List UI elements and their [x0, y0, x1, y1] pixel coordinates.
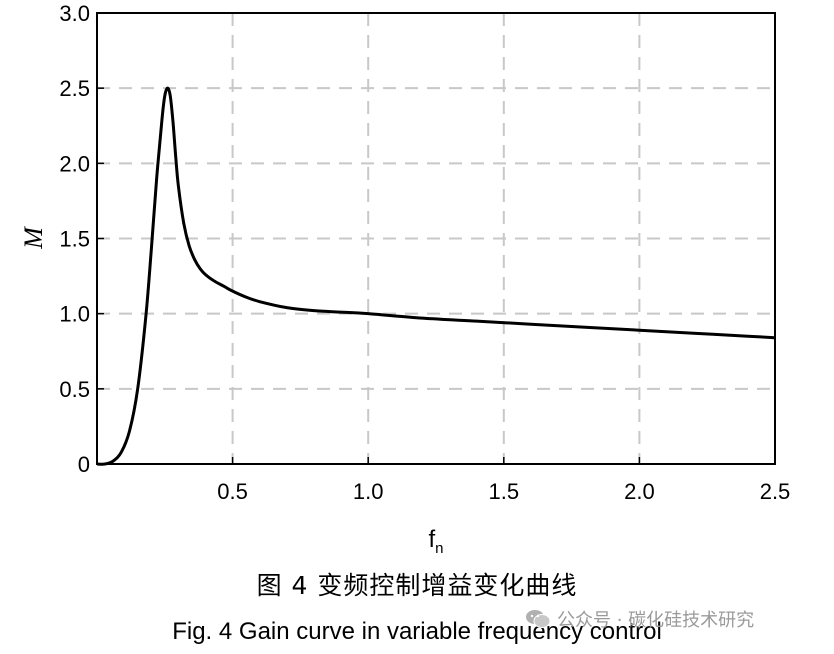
y-tick-label: 3.0 — [59, 1, 90, 26]
watermark: 公众号 · 碳化硅技术研究 — [525, 606, 754, 632]
x-tick-label: 1.5 — [489, 479, 520, 504]
y-tick-label: 1.5 — [59, 227, 90, 252]
y-tick-label: 0.5 — [59, 377, 90, 402]
x-tick-label: 2.0 — [624, 479, 655, 504]
gain-curve-chart: 0.5 1.0 1.5 2.0 2.5 0 0.5 1.0 1.5 2.0 2.5 3.0 M fn — [19, 1, 790, 557]
x-axis-label: fn — [428, 526, 443, 557]
figure-caption-english: Fig. 4 Gain curve in variable frequency … — [172, 618, 662, 645]
x-tick-label: 0.5 — [217, 479, 248, 504]
y-tick-label: 2.0 — [59, 151, 90, 176]
y-tick-label: 1.0 — [59, 302, 90, 327]
watermark-text: 公众号 · 碳化硅技术研究 — [557, 610, 755, 631]
axis-ticks: 0.5 1.0 1.5 2.0 2.5 0 0.5 1.0 1.5 2.0 2.5 3.0 — [59, 1, 790, 504]
x-tick-label: 2.5 — [760, 479, 791, 504]
figure-caption-chinese: 图 4 变频控制增益变化曲线 — [256, 571, 578, 600]
y-tick-label: 0 — [78, 452, 90, 477]
x-tick-label: 1.0 — [353, 479, 384, 504]
grid-lines — [97, 13, 775, 464]
y-tick-label: 2.5 — [59, 76, 90, 101]
wechat-icon — [526, 610, 551, 628]
gain-curve-line — [96, 86, 776, 466]
y-axis-label: M — [19, 226, 48, 250]
